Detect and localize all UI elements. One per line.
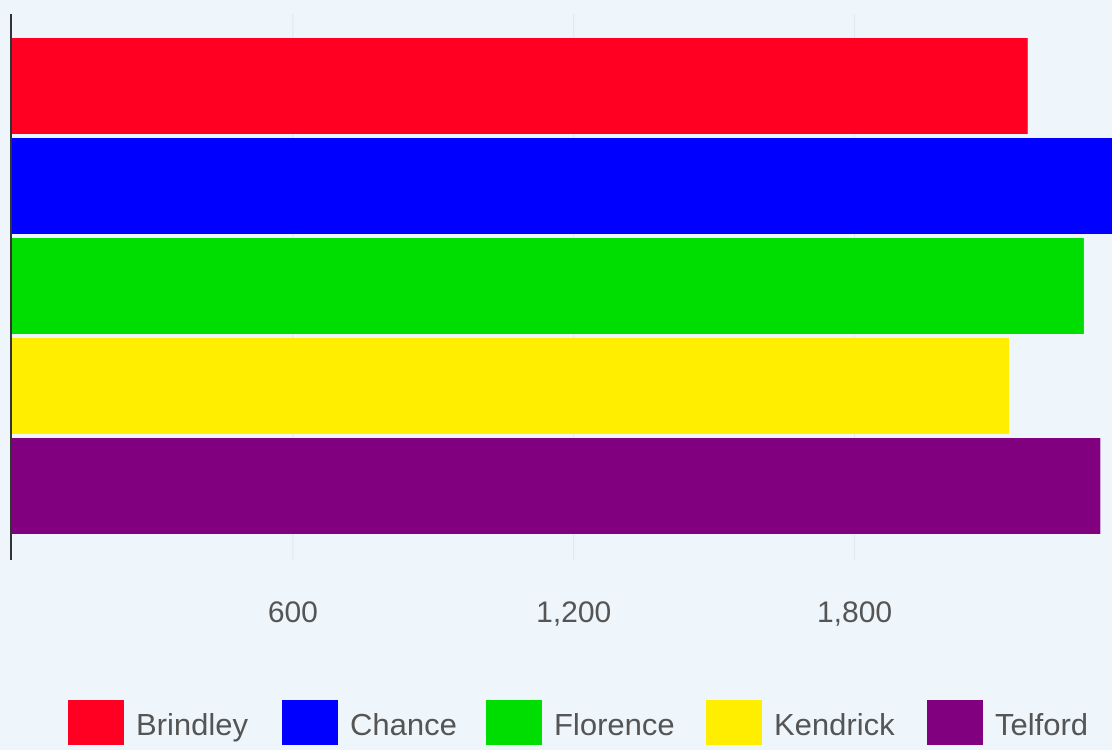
legend-label: Brindley [136, 707, 248, 742]
bar-florence[interactable] [12, 238, 1084, 334]
legend-swatch [927, 700, 983, 745]
bar-telford[interactable] [12, 438, 1100, 534]
legend-item-chance[interactable]: Chance [282, 700, 457, 745]
legend-label: Telford [995, 707, 1088, 742]
x-tick-label: 1,200 [536, 596, 611, 629]
x-tick-label: 1,800 [817, 596, 892, 629]
bars [12, 38, 1112, 534]
bar-chance[interactable] [12, 138, 1112, 234]
legend-swatch [68, 700, 124, 745]
legend-item-florence[interactable]: Florence [486, 700, 675, 745]
x-tick-label: 600 [268, 596, 318, 629]
legend-item-telford[interactable]: Telford [927, 700, 1088, 745]
bar-kendrick[interactable] [12, 338, 1009, 434]
legend-label: Chance [350, 707, 457, 742]
bar-brindley[interactable] [12, 38, 1028, 134]
legend-swatch [486, 700, 542, 745]
legend-label: Kendrick [774, 707, 895, 742]
legend-item-brindley[interactable]: Brindley [68, 700, 248, 745]
legend-item-kendrick[interactable]: Kendrick [706, 700, 895, 745]
legend-label: Florence [554, 707, 675, 742]
legend-swatch [282, 700, 338, 745]
legend-swatch [706, 700, 762, 745]
legend: Brindley Chance Florence Kendrick Telford [68, 700, 1088, 745]
